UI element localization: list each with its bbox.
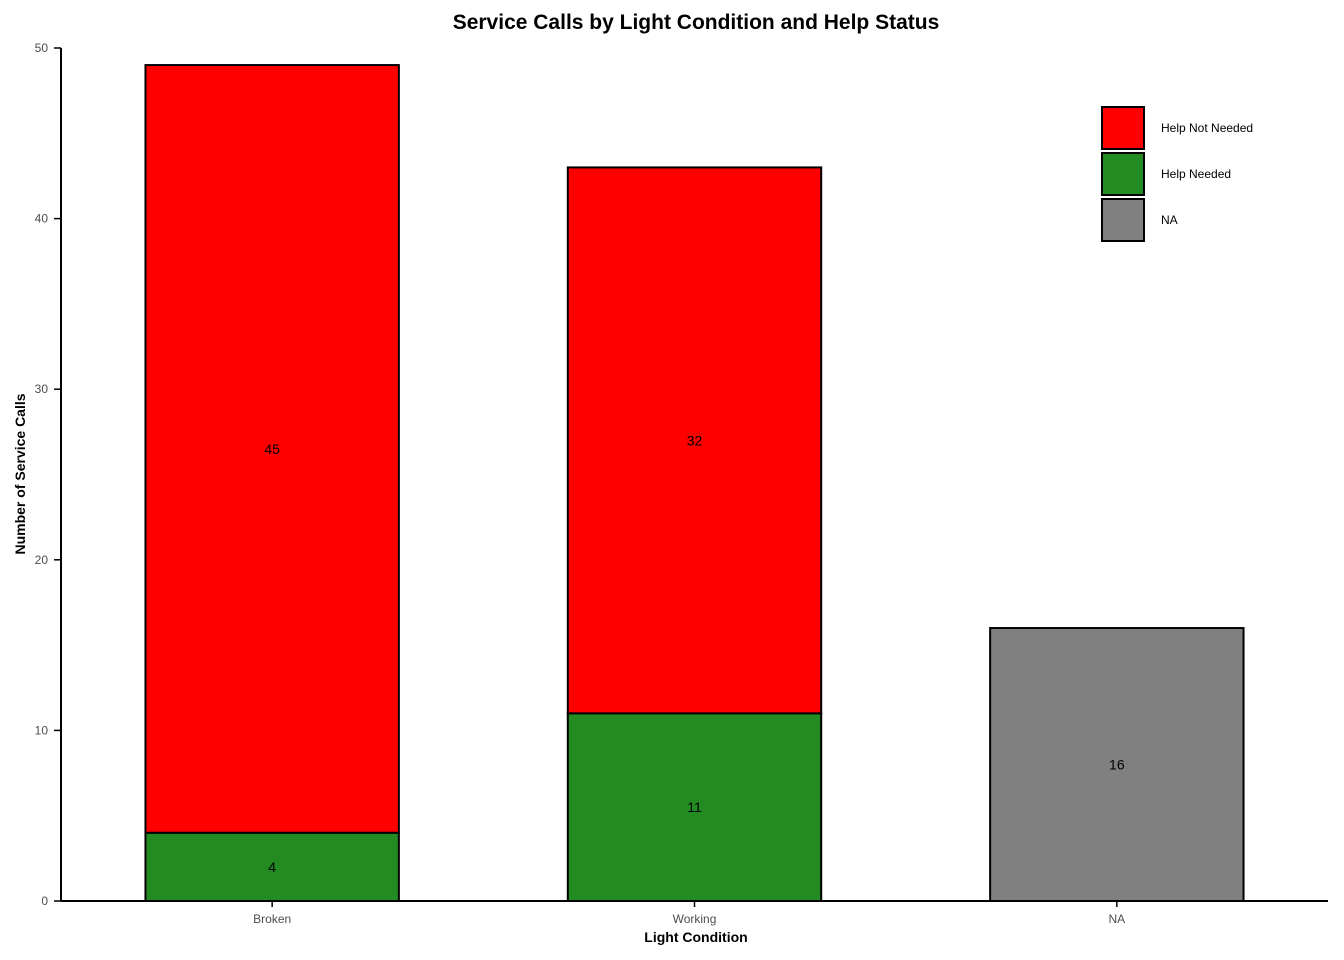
bar-segment — [989, 627, 1245, 902]
y-tick-label: 50 — [35, 41, 49, 55]
y-tick-label: 40 — [35, 212, 49, 226]
x-tick-label: Working — [673, 912, 717, 926]
y-tick-label: 0 — [41, 894, 48, 908]
data-label: 11 — [687, 799, 702, 815]
legend: Help Not Needed Help Needed NA — [1101, 106, 1253, 242]
bar-segment — [144, 64, 400, 834]
data-label: 32 — [687, 432, 703, 448]
y-tick-label: 30 — [35, 382, 49, 396]
legend-swatch — [1101, 106, 1145, 150]
legend-label: NA — [1161, 213, 1178, 227]
data-label: 45 — [264, 441, 280, 457]
data-label: 16 — [1109, 757, 1125, 773]
y-tick-label: 20 — [35, 553, 49, 567]
x-tick-label: Broken — [253, 912, 291, 926]
x-tick-label: NA — [1108, 912, 1125, 926]
legend-swatch — [1101, 198, 1145, 242]
bar-segment — [144, 831, 400, 903]
data-label: 4 — [268, 859, 276, 875]
legend-swatch — [1101, 152, 1145, 196]
plot-area: 4 45 11 32 16 0 10 20 30 40 50 Broken Working NA — [35, 41, 1328, 926]
legend-label: Help Needed — [1161, 167, 1231, 181]
legend-label: Help Not Needed — [1161, 121, 1253, 135]
bar-segment — [566, 166, 823, 715]
y-tick-label: 10 — [35, 723, 49, 737]
chart-title: Service Calls by Light Condition and Hel… — [453, 11, 940, 34]
x-axis-title: Light Condition — [644, 929, 747, 945]
y-axis-title: Number of Service Calls — [12, 393, 28, 554]
bar-segment — [566, 712, 823, 903]
